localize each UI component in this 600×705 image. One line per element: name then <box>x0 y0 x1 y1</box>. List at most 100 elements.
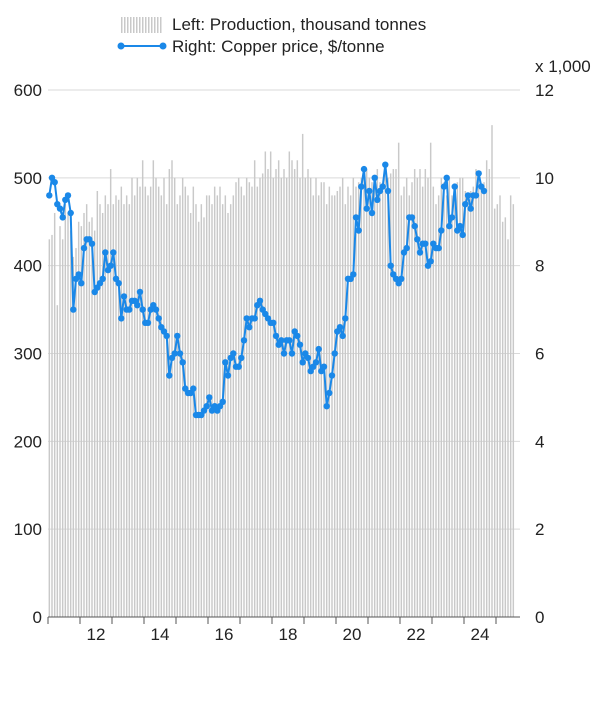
price-point <box>363 205 370 212</box>
production-bar <box>392 169 395 618</box>
production-bar <box>437 195 440 617</box>
price-point <box>203 403 210 410</box>
right-tick-label: 12 <box>535 81 554 100</box>
production-bar <box>91 217 93 617</box>
production-bar <box>336 191 339 617</box>
price-point <box>475 170 482 177</box>
production-bars <box>48 125 515 618</box>
production-bar <box>104 195 107 617</box>
production-bar <box>237 177 240 618</box>
production-bar <box>125 195 128 617</box>
right-tick-label: 8 <box>535 257 544 276</box>
production-bar <box>213 186 216 617</box>
right-tick-label: 2 <box>535 520 544 539</box>
production-bar <box>240 186 243 617</box>
x-tick-label: 22 <box>407 625 426 644</box>
production-bar <box>245 177 248 618</box>
production-bar <box>408 195 411 617</box>
price-point <box>70 306 77 313</box>
price-point <box>46 192 53 199</box>
price-point <box>206 394 213 401</box>
production-bar <box>384 173 387 618</box>
production-bar <box>389 173 392 618</box>
price-point <box>75 271 82 278</box>
production-bar <box>51 234 53 618</box>
price-point <box>59 214 66 221</box>
production-bar <box>328 186 331 617</box>
production-bar <box>77 221 80 617</box>
price-point <box>243 315 250 322</box>
price-point <box>299 359 306 366</box>
price-point <box>152 306 160 313</box>
production-bar <box>363 177 365 618</box>
production-bar <box>176 204 179 617</box>
production-bar <box>259 177 261 618</box>
production-bar <box>232 195 235 617</box>
production-bar <box>253 160 256 617</box>
price-point <box>286 337 293 344</box>
production-bar <box>435 204 437 617</box>
legend-bar-swatch <box>133 17 135 33</box>
production-bar <box>456 182 459 617</box>
production-bar <box>469 191 472 617</box>
legend-bar-swatch <box>151 17 153 33</box>
legend-bar-swatch <box>142 17 144 33</box>
price-point <box>459 231 466 239</box>
production-bar <box>405 177 408 618</box>
production-bar <box>88 221 91 617</box>
right-tick-label: 10 <box>535 169 554 188</box>
left-tick-label: 300 <box>14 345 42 364</box>
legend-bar-swatch <box>121 17 123 33</box>
production-bar <box>416 177 419 618</box>
production-bar <box>288 151 291 617</box>
production-bar <box>269 151 272 617</box>
price-point <box>374 196 381 203</box>
production-bar <box>101 212 104 617</box>
price-point <box>67 209 74 217</box>
price-point <box>398 275 405 282</box>
production-bar <box>459 177 461 618</box>
production-bar <box>349 195 352 617</box>
production-bar <box>400 195 403 617</box>
left-tick-label: 200 <box>14 432 42 451</box>
price-point <box>462 201 469 208</box>
production-bar <box>285 177 288 618</box>
production-bar <box>157 186 160 617</box>
production-bar <box>507 239 509 618</box>
production-bar <box>123 204 125 617</box>
left-tick-label: 500 <box>14 169 42 188</box>
production-bar <box>477 177 480 618</box>
price-point <box>163 332 170 340</box>
production-bar <box>155 177 157 618</box>
price-point <box>382 161 389 168</box>
price-point <box>342 315 349 322</box>
production-bar <box>496 204 499 617</box>
price-point <box>384 187 392 195</box>
legend-bar-swatch <box>154 17 156 33</box>
price-point <box>446 222 453 230</box>
price-point <box>304 354 312 362</box>
left-tick-label: 400 <box>14 257 42 276</box>
production-bar <box>141 160 144 617</box>
production-bar <box>283 169 285 618</box>
price-point <box>238 354 245 362</box>
x-tick-label: 24 <box>471 625 490 644</box>
production-bar <box>493 208 496 617</box>
production-bar <box>429 142 432 617</box>
production-bar <box>365 169 368 618</box>
price-point <box>320 363 328 370</box>
x-tick-label: 18 <box>279 625 298 644</box>
production-bar <box>304 177 307 618</box>
production-bar <box>387 177 389 618</box>
production-bar <box>280 177 283 618</box>
production-bar <box>179 195 181 617</box>
production-bar <box>331 195 333 617</box>
production-bar <box>83 212 85 617</box>
price-point <box>126 306 133 313</box>
price-point <box>139 306 146 313</box>
production-bar <box>312 195 315 617</box>
production-bar <box>301 133 304 617</box>
production-bar <box>181 177 184 618</box>
